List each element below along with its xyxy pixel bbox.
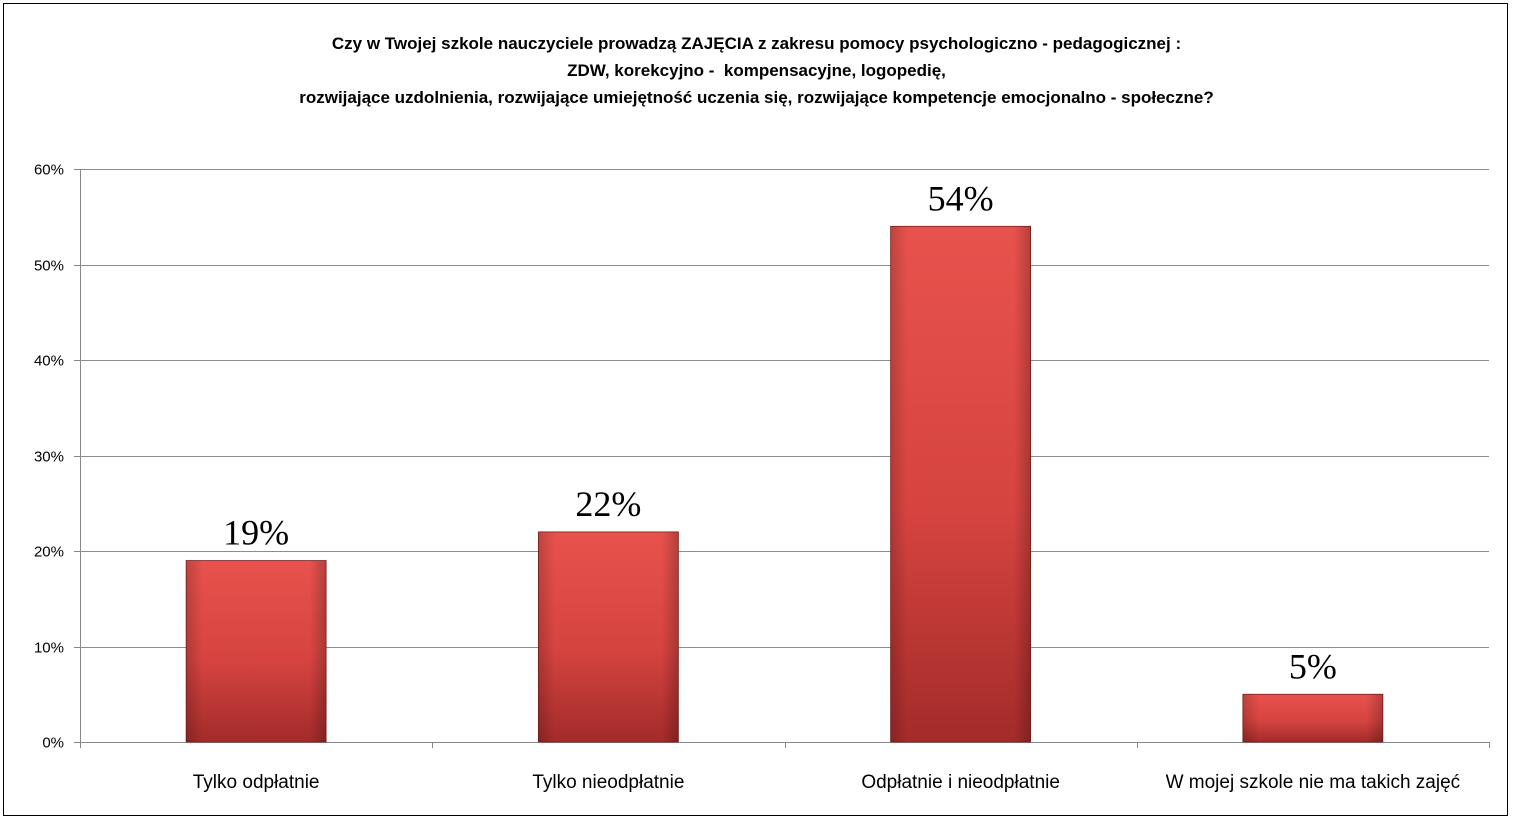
y-tick-label: 0% xyxy=(42,735,64,752)
y-tick-label: 40% xyxy=(34,353,64,370)
y-tick-label: 10% xyxy=(34,640,64,657)
bar-shading xyxy=(538,531,679,742)
chart-title-line-1: Czy w Twojej szkole nauczyciele prowadzą… xyxy=(331,34,1182,53)
x-category-label: Odpłatnie i nieodpłatnie xyxy=(861,772,1060,793)
y-tick-label: 60% xyxy=(34,162,64,179)
bar-shading xyxy=(1242,694,1383,742)
data-label: 54% xyxy=(928,178,994,218)
chart-title-line-2: ZDW, korekcyjno - kompensacyjne, logoped… xyxy=(567,61,946,80)
data-labels: 19% 22% 54% 5% xyxy=(223,178,1337,686)
data-label: 19% xyxy=(223,513,289,553)
bar-shading xyxy=(186,560,327,742)
chart-title: Czy w Twojej szkole nauczyciele prowadzą… xyxy=(0,30,1513,111)
data-label: 22% xyxy=(575,484,641,524)
bars xyxy=(185,225,1384,743)
x-category-label: W mojej szkole nie ma takich zajęć xyxy=(1166,772,1461,793)
x-axis-category-labels: Tylko odpłatnie Tylko nieodpłatnie Odpłatn… xyxy=(193,772,1460,793)
y-tick-label: 30% xyxy=(34,449,64,466)
axes xyxy=(74,169,1490,748)
y-axis-tick-labels: 0% 10% 20% 30% 40% 50% 60% xyxy=(34,162,64,752)
y-tick-label: 20% xyxy=(34,544,64,561)
x-category-label: Tylko odpłatnie xyxy=(193,772,320,793)
bar-shading xyxy=(890,226,1031,743)
y-tick-label: 50% xyxy=(34,258,64,275)
x-category-label: Tylko nieodpłatnie xyxy=(532,772,684,793)
chart-title-line-3: rozwijające uzdolnienia, rozwijające umi… xyxy=(299,88,1214,107)
data-label: 5% xyxy=(1289,646,1337,686)
